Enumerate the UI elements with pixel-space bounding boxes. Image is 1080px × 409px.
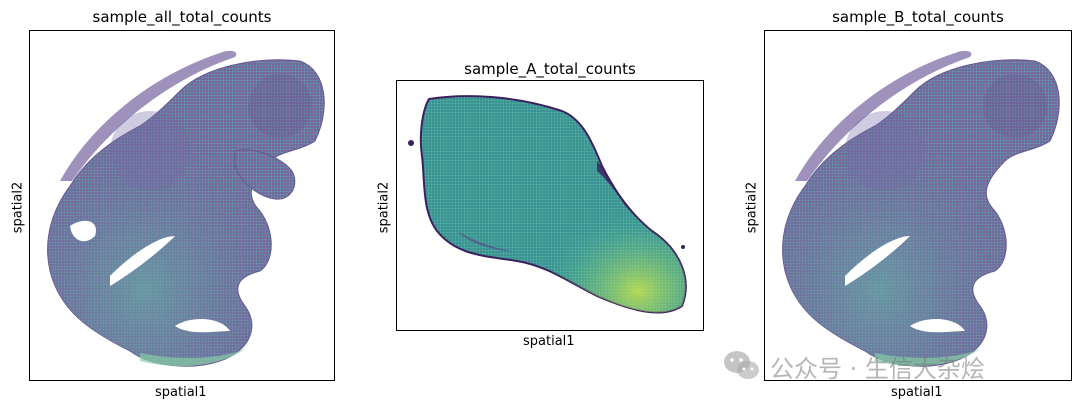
chart-title: sample_B_total_counts [832,8,1004,26]
y-axis-label: spatial2 [10,181,26,234]
chart-title: sample_A_total_counts [464,60,636,78]
wechat-icon [724,351,759,379]
x-axis-label: spatial1 [523,334,575,349]
watermark: 公众号 · 生信大杂烩 [722,346,985,386]
plot-area [396,80,704,331]
plot-area [29,30,335,381]
x-axis-label: spatial1 [891,385,943,400]
embryo-section [47,50,325,367]
watermark-text: 公众号 · 生信大杂烩 [770,354,985,383]
y-axis-label: spatial2 [744,181,760,234]
x-axis-label: spatial1 [155,385,207,400]
y-axis-label: spatial2 [376,181,392,234]
spatial-scatter-b [782,50,1060,367]
embryo-section [782,50,1060,367]
plot-area [764,30,1072,381]
tissue-section [408,95,687,314]
spatial-scatter-all [47,50,325,367]
spatial-scatter-a [408,95,687,314]
chart-title: sample_all_total_counts [92,8,272,26]
